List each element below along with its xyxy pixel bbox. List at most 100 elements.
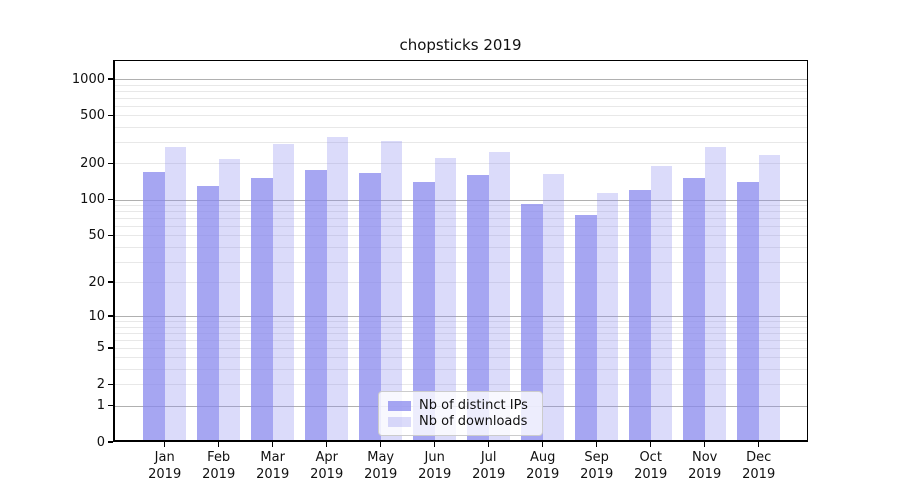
bar-oct-2019-distinct-ips bbox=[629, 189, 651, 442]
chart-title: chopsticks 2019 bbox=[399, 36, 522, 54]
bar-nov-2019-distinct-ips bbox=[683, 177, 705, 442]
bar-jun-2019-downloads bbox=[434, 157, 457, 442]
minor-gridline bbox=[113, 261, 808, 263]
minor-gridline bbox=[113, 321, 808, 323]
y-tick-mark bbox=[108, 198, 113, 201]
legend-swatch-downloads bbox=[388, 416, 411, 427]
gridlines bbox=[113, 60, 808, 442]
bars-layer bbox=[113, 60, 808, 442]
axis-spine-right bbox=[807, 60, 808, 442]
x-tick-mark bbox=[703, 442, 706, 447]
x-tick-label: Dec 2019 bbox=[742, 450, 776, 482]
x-tick-label: Jun 2019 bbox=[418, 450, 452, 482]
bar-feb-2019-downloads bbox=[218, 158, 241, 442]
y-tick-mark bbox=[108, 114, 113, 117]
bar-dec-2019-distinct-ips bbox=[737, 182, 759, 442]
y-tick-label: 1000 bbox=[71, 71, 105, 87]
y-tick-label: 1 bbox=[96, 398, 105, 414]
minor-gridline bbox=[113, 347, 808, 349]
bar-mar-2019-downloads bbox=[272, 144, 295, 442]
y-tick-mark bbox=[108, 281, 113, 283]
x-tick-mark bbox=[217, 442, 220, 447]
bar-jun-2019-distinct-ips bbox=[413, 182, 435, 442]
bar-dec-2019-downloads bbox=[758, 154, 781, 442]
y-tick-label: 500 bbox=[80, 107, 105, 123]
x-tick-mark bbox=[163, 442, 166, 447]
minor-gridline bbox=[113, 384, 808, 386]
bar-may-2019-distinct-ips bbox=[359, 172, 381, 442]
y-tick-mark bbox=[108, 162, 113, 165]
minor-gridline bbox=[113, 84, 808, 86]
bar-apr-2019-distinct-ips bbox=[305, 169, 327, 442]
minor-gridline bbox=[113, 105, 808, 107]
y-tick-label: 0 bbox=[96, 434, 105, 450]
bar-jul-2019-downloads bbox=[488, 151, 511, 442]
x-tick-mark bbox=[487, 442, 490, 447]
x-tick-label: Sep 2019 bbox=[580, 450, 614, 482]
x-tick-mark bbox=[649, 442, 652, 447]
minor-gridline bbox=[113, 357, 808, 359]
x-tick-mark bbox=[325, 442, 328, 447]
legend-label-downloads: Nb of downloads bbox=[419, 414, 528, 429]
axis-spine-bottom bbox=[113, 440, 808, 442]
x-tick-label: Jan 2019 bbox=[148, 450, 182, 482]
bar-jan-2019-downloads bbox=[164, 146, 187, 442]
x-tick-mark bbox=[595, 442, 598, 447]
x-tick-mark bbox=[379, 442, 382, 447]
minor-gridline bbox=[113, 369, 808, 371]
plot-area bbox=[113, 60, 808, 442]
minor-gridline bbox=[113, 332, 808, 334]
legend-entry-downloads: Nb of downloads bbox=[388, 414, 533, 429]
y-tick-mark bbox=[108, 441, 113, 443]
x-tick-mark bbox=[433, 442, 436, 447]
minor-gridline bbox=[113, 163, 808, 165]
y-tick-label: 100 bbox=[80, 192, 105, 208]
legend-swatch-distinct-ips bbox=[388, 400, 411, 411]
minor-gridline bbox=[113, 90, 808, 92]
minor-gridline bbox=[113, 326, 808, 328]
y-tick-label: 2 bbox=[96, 376, 105, 392]
y-tick-label: 5 bbox=[96, 340, 105, 356]
bar-feb-2019-distinct-ips bbox=[197, 186, 219, 442]
y-tick-mark bbox=[108, 347, 113, 349]
minor-gridline bbox=[113, 339, 808, 341]
legend-label-distinct-ips: Nb of distinct IPs bbox=[419, 398, 528, 413]
major-gridline bbox=[113, 199, 808, 201]
major-gridline bbox=[113, 79, 808, 81]
legend: Nb of distinct IPs Nb of downloads bbox=[378, 391, 543, 436]
x-tick-label: Mar 2019 bbox=[256, 450, 290, 482]
minor-gridline bbox=[113, 218, 808, 220]
bar-aug-2019-downloads bbox=[542, 173, 565, 442]
x-tick-label: Nov 2019 bbox=[688, 450, 722, 482]
minor-gridline bbox=[113, 211, 808, 213]
bar-may-2019-downloads bbox=[380, 140, 403, 442]
x-tick-label: Feb 2019 bbox=[202, 450, 236, 482]
minor-gridline bbox=[113, 205, 808, 207]
y-tick-label: 200 bbox=[80, 155, 105, 171]
y-tick-label: 50 bbox=[88, 227, 105, 243]
x-tick-mark bbox=[757, 442, 760, 447]
minor-gridline bbox=[113, 282, 808, 284]
major-gridline bbox=[113, 316, 808, 318]
bar-aug-2019-distinct-ips bbox=[521, 203, 543, 442]
y-tick-label: 10 bbox=[88, 308, 105, 324]
minor-gridline bbox=[113, 226, 808, 228]
bar-oct-2019-downloads bbox=[650, 165, 673, 442]
bar-sep-2019-distinct-ips bbox=[575, 215, 597, 442]
axis-spine-top bbox=[113, 60, 808, 61]
minor-gridline bbox=[113, 142, 808, 144]
x-tick-label: Apr 2019 bbox=[310, 450, 344, 482]
bar-jul-2019-distinct-ips bbox=[467, 175, 489, 442]
bar-jan-2019-distinct-ips bbox=[143, 171, 165, 442]
bar-mar-2019-distinct-ips bbox=[251, 178, 273, 442]
axis-spine-left bbox=[113, 60, 115, 442]
x-tick-label: May 2019 bbox=[364, 450, 398, 482]
y-tick-mark bbox=[108, 315, 113, 317]
bar-apr-2019-downloads bbox=[326, 136, 349, 442]
x-tick-label: Oct 2019 bbox=[634, 450, 668, 482]
minor-gridline bbox=[113, 235, 808, 237]
legend-entry-distinct-ips: Nb of distinct IPs bbox=[388, 398, 533, 413]
y-tick-label: 20 bbox=[88, 274, 105, 290]
minor-gridline bbox=[113, 115, 808, 117]
